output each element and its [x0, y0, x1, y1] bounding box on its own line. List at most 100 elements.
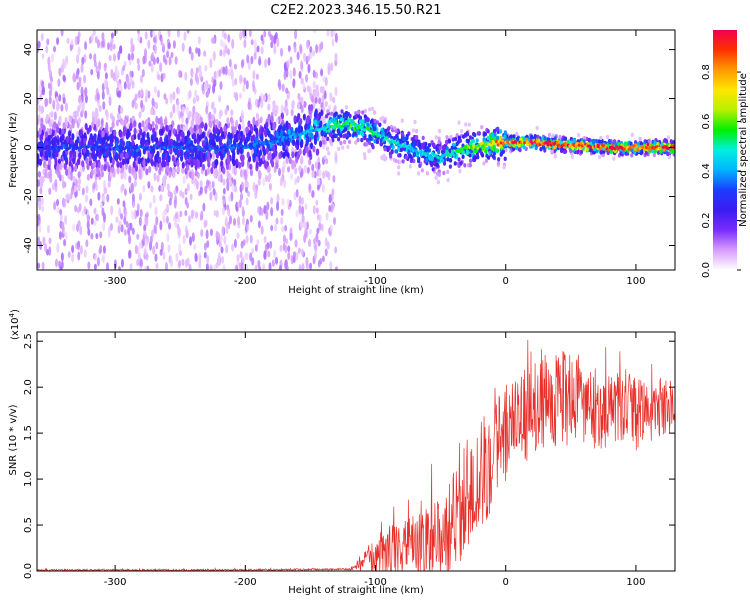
heatmap-cell	[280, 104, 284, 114]
heatmap-cell	[77, 177, 82, 185]
heatmap-cell	[665, 139, 669, 144]
heatmap-cell	[257, 220, 261, 229]
heatmap-cell	[137, 30, 141, 35]
heatmap-cell	[199, 70, 203, 80]
heatmap-cell	[48, 120, 53, 128]
heatmap-cell	[284, 259, 288, 268]
heatmap-cell	[262, 145, 266, 153]
heatmap-cell	[535, 125, 539, 131]
heatmap-cell	[45, 114, 49, 122]
heatmap-cell	[90, 33, 94, 42]
heatmap-cell	[90, 68, 94, 76]
heatmap-cell	[446, 169, 450, 175]
heatmap-cell	[166, 204, 170, 211]
heatmap-cell	[79, 225, 83, 236]
heatmap-cell	[210, 167, 214, 175]
heatmap-cell	[397, 171, 401, 176]
heatmap-cell	[326, 108, 330, 114]
heatmap-cell	[309, 142, 314, 150]
heatmap-cell	[449, 134, 453, 140]
heatmap-cell	[451, 151, 455, 155]
heatmap-cell	[134, 146, 137, 150]
heatmap-cell	[127, 227, 131, 236]
heatmap-cell	[74, 35, 78, 46]
heatmap-cell	[139, 128, 143, 136]
heatmap-cell	[101, 130, 105, 138]
heatmap-cell	[434, 175, 438, 181]
heatmap-cell	[437, 149, 441, 155]
heatmap-cell	[143, 224, 147, 232]
heatmap-cell	[219, 234, 223, 243]
heatmap-cell	[492, 144, 496, 150]
heatmap-cell	[134, 244, 138, 255]
heatmap-cell	[191, 171, 195, 179]
heatmap-cell	[111, 121, 115, 129]
heatmap-cell	[281, 197, 285, 206]
heatmap-cell	[346, 144, 350, 149]
snr-frame	[36, 331, 676, 572]
heatmap-cell	[243, 39, 247, 49]
heatmap-cell	[186, 183, 190, 192]
heatmap-cell	[360, 137, 364, 143]
heatmap-cell	[644, 150, 648, 156]
heatmap-cell	[502, 164, 506, 170]
heatmap-cell	[370, 118, 375, 123]
heatmap-cell	[314, 243, 318, 252]
heatmap-cell	[224, 108, 228, 116]
heatmap-cell	[68, 130, 72, 138]
heatmap-cell	[570, 154, 574, 159]
heatmap-cell	[486, 135, 490, 141]
heatmap-cell	[176, 30, 180, 38]
heatmap-cell	[254, 244, 258, 252]
heatmap-cell	[294, 127, 298, 135]
heatmap-cell	[249, 234, 253, 244]
heatmap-cell	[348, 126, 351, 130]
heatmap-cell	[594, 139, 599, 144]
heatmap-cell	[516, 136, 520, 141]
heatmap-cell	[536, 134, 540, 140]
heatmap-cell	[105, 262, 109, 270]
heatmap-cell	[38, 104, 42, 112]
heatmap-cell	[276, 139, 280, 144]
heatmap-cell	[138, 172, 142, 180]
heatmap-cell	[129, 70, 133, 78]
heatmap-cell	[252, 70, 256, 80]
heatmap-cell	[458, 168, 462, 174]
heatmap-cell	[669, 139, 673, 144]
heatmap-cell	[229, 116, 234, 124]
heatmap-cell	[270, 160, 275, 168]
heatmap-cell	[92, 30, 96, 37]
heatmap-cell	[51, 140, 55, 148]
heatmap-cell	[465, 151, 469, 156]
heatmap-cell	[173, 199, 177, 209]
heatmap-cell	[276, 37, 280, 48]
heatmap-cell	[320, 109, 324, 117]
heatmap-cell	[60, 104, 64, 112]
heatmap-cell	[315, 87, 319, 95]
heatmap-cell	[100, 117, 104, 125]
heatmap-cell	[160, 38, 164, 46]
heatmap-cell	[115, 141, 119, 149]
heatmap-cell	[48, 187, 52, 195]
heatmap-cell	[241, 182, 245, 191]
heatmap-cell	[53, 111, 57, 121]
heatmap-cell	[116, 167, 120, 175]
heatmap-cell	[250, 39, 254, 46]
heatmap-cell	[197, 36, 201, 45]
heatmap-cell	[118, 207, 122, 217]
heatmap-cell	[267, 57, 271, 66]
heatmap-cell	[497, 157, 501, 162]
heatmap-cell	[118, 83, 122, 91]
heatmap-cell	[101, 255, 105, 263]
heatmap-cell	[76, 242, 80, 251]
heatmap-cell	[130, 37, 134, 48]
heatmap-cell	[348, 113, 352, 119]
heatmap-cell	[110, 205, 114, 216]
heatmap-cell	[250, 135, 254, 143]
heatmap-cell	[90, 169, 94, 177]
heatmap-cell	[168, 222, 172, 230]
heatmap-cell	[418, 163, 422, 169]
heatmap-cell	[638, 146, 642, 151]
heatmap-cell	[39, 175, 43, 183]
heatmap-cell	[125, 221, 129, 228]
